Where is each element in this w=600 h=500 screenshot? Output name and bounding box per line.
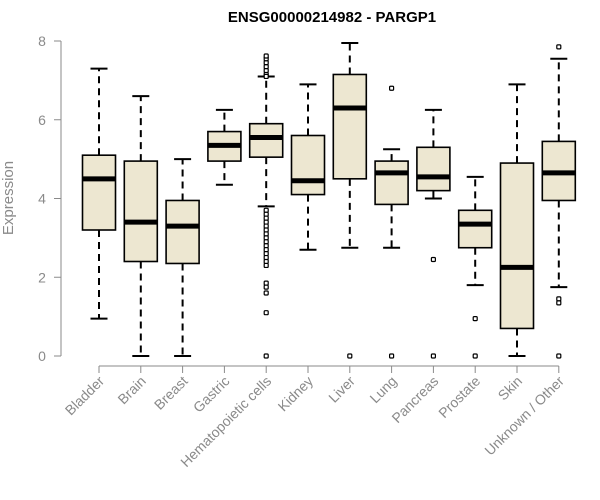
box-7 bbox=[374, 85, 409, 359]
outlier-point bbox=[556, 353, 562, 359]
y-tick-label-4: 4 bbox=[38, 191, 46, 207]
x-tick-label-11: Unknown / Other bbox=[481, 373, 567, 459]
iqr-box bbox=[332, 73, 368, 180]
x-tick-label-1: Brain bbox=[114, 373, 148, 407]
box-2 bbox=[165, 158, 200, 357]
outlier-point bbox=[472, 315, 478, 322]
outlier-point bbox=[389, 85, 395, 91]
x-tick-label-9: Prostate bbox=[435, 373, 483, 421]
outlier-point bbox=[389, 353, 395, 359]
outlier-point bbox=[263, 290, 269, 296]
chart-title: ENSG00000214982 - PARGP1 bbox=[228, 9, 436, 26]
box-11 bbox=[541, 44, 577, 359]
outlier-point bbox=[263, 262, 269, 269]
box-9 bbox=[457, 175, 493, 359]
box-10 bbox=[499, 83, 535, 357]
outlier-point bbox=[347, 353, 353, 359]
iqr-box bbox=[123, 160, 159, 263]
outlier-point bbox=[263, 284, 269, 290]
x-tick-label-10: Skin bbox=[495, 373, 526, 404]
outlier-point bbox=[556, 300, 562, 306]
x-tick-label-2: Breast bbox=[151, 373, 191, 413]
iqr-box bbox=[165, 199, 200, 265]
outlier-point bbox=[556, 44, 562, 50]
iqr-box bbox=[374, 160, 409, 206]
box-3 bbox=[207, 108, 242, 186]
outlier-point bbox=[472, 353, 478, 359]
outlier-point bbox=[263, 310, 269, 316]
box-4 bbox=[248, 53, 284, 359]
outlier-point bbox=[430, 256, 436, 263]
iqr-box bbox=[81, 154, 117, 231]
y-tick-label-0: 0 bbox=[38, 348, 46, 364]
outlier-point bbox=[263, 53, 269, 59]
box-1 bbox=[123, 95, 159, 357]
iqr-box bbox=[290, 134, 326, 196]
y-tick-label-6: 6 bbox=[38, 112, 46, 128]
box-5 bbox=[290, 83, 326, 251]
outlier-point bbox=[263, 73, 269, 80]
x-tick-label-5: Kidney bbox=[275, 373, 317, 415]
x-tick-label-0: Bladder bbox=[62, 373, 108, 419]
outlier-point bbox=[430, 353, 436, 359]
x-tick-label-6: Liver bbox=[325, 373, 358, 406]
y-tick-label-2: 2 bbox=[38, 269, 46, 285]
y-tick-label-8: 8 bbox=[38, 33, 46, 49]
iqr-box bbox=[499, 162, 535, 330]
outlier-point bbox=[263, 353, 269, 359]
box-6 bbox=[332, 41, 368, 359]
box-8 bbox=[416, 108, 451, 359]
x-tick-label-7: Lung bbox=[366, 373, 399, 406]
iqr-box bbox=[248, 122, 284, 158]
y-axis-title: Expression bbox=[0, 161, 17, 235]
iqr-box bbox=[457, 209, 493, 249]
iqr-box bbox=[416, 146, 451, 192]
boxes-group bbox=[81, 41, 577, 359]
box-0 bbox=[81, 67, 117, 320]
